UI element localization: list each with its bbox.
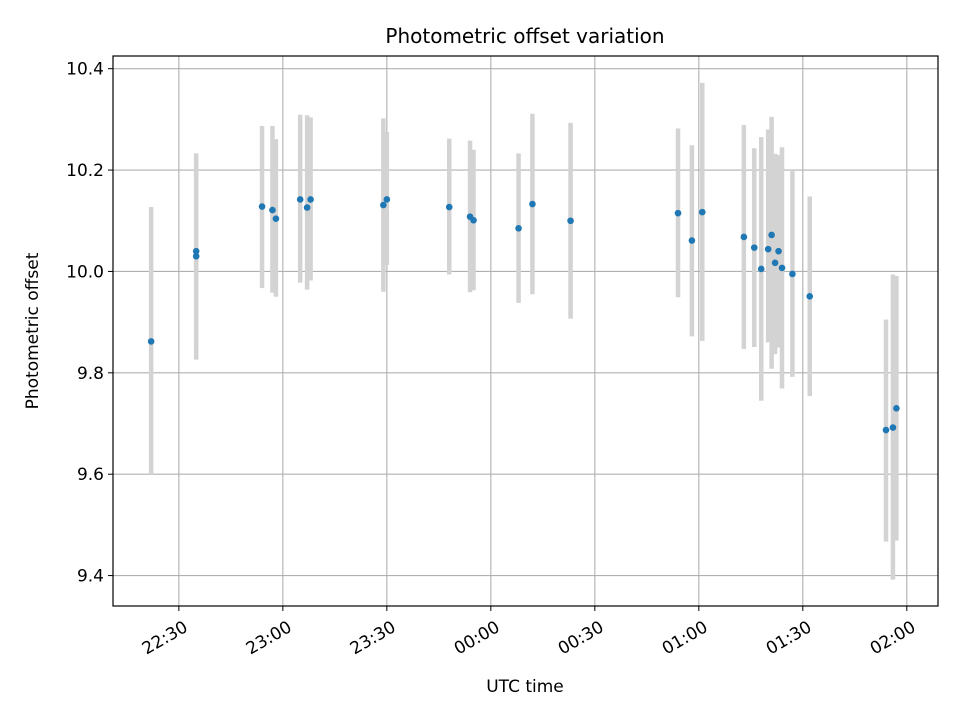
grid xyxy=(113,56,938,606)
data-point xyxy=(740,233,748,241)
y-tick-label: 10.2 xyxy=(66,161,104,181)
data-point xyxy=(258,203,266,210)
data-point xyxy=(750,244,758,251)
y-tick-label: 9.4 xyxy=(77,567,104,587)
data-point xyxy=(303,204,311,211)
y-axis-label: Photometric offset xyxy=(23,252,43,409)
y-tick-label: 10.4 xyxy=(66,60,104,80)
data-point xyxy=(789,270,796,278)
data-point xyxy=(192,252,200,260)
y-tick-label: 10.0 xyxy=(66,262,104,282)
data-point xyxy=(470,216,477,224)
data-points xyxy=(147,196,900,434)
y-tick-label: 9.8 xyxy=(77,364,104,384)
data-point xyxy=(674,209,682,217)
data-point xyxy=(778,264,786,272)
data-point xyxy=(806,292,814,300)
data-point xyxy=(771,259,779,267)
y-tick-label: 9.6 xyxy=(77,465,104,485)
data-point xyxy=(383,196,391,203)
data-point xyxy=(147,338,155,345)
data-point xyxy=(893,405,900,412)
y-axis: 9.4 9.6 9.8 10.0 10.2 10.4 xyxy=(66,60,113,587)
plot-frame xyxy=(112,55,939,607)
data-point xyxy=(529,200,536,208)
data-point xyxy=(768,231,775,239)
data-point xyxy=(775,247,782,255)
data-point xyxy=(567,217,574,225)
data-point xyxy=(889,424,897,431)
data-point xyxy=(296,196,304,203)
data-point xyxy=(688,237,696,244)
data-point xyxy=(764,245,772,253)
data-point xyxy=(757,265,765,273)
data-point xyxy=(269,206,276,214)
x-axis-label: UTC time xyxy=(486,677,564,697)
data-point xyxy=(515,225,522,232)
data-point xyxy=(272,215,280,223)
data-point xyxy=(192,247,200,255)
data-point xyxy=(882,426,890,434)
data-point xyxy=(698,208,706,216)
data-point xyxy=(445,203,453,211)
data-point xyxy=(307,196,314,203)
data-point xyxy=(380,201,387,209)
chart-title: Photometric offset variation xyxy=(385,24,664,48)
